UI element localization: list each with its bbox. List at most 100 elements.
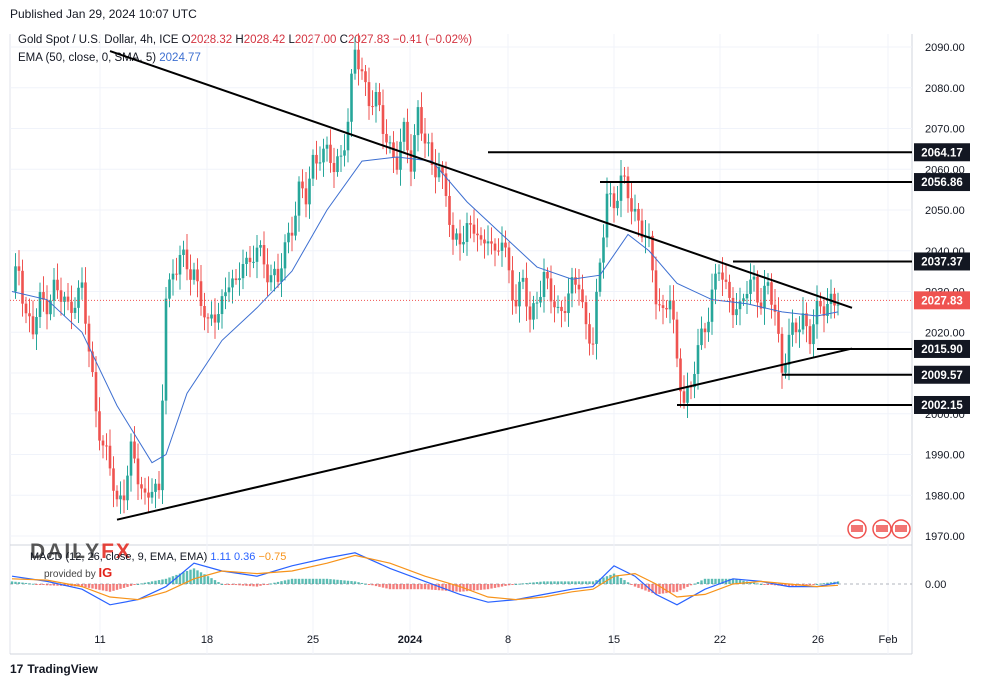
candle-body (560, 306, 563, 312)
candle-body (224, 292, 227, 297)
macd-histogram-bar (479, 584, 483, 590)
level-label: 2056.86 (921, 177, 963, 189)
level-label-bg (914, 252, 970, 271)
candle-body (735, 309, 738, 316)
macd-histogram-bar (759, 584, 763, 585)
candle-body (518, 281, 521, 307)
macd-histogram-bar (143, 582, 147, 584)
macd-histogram-bar (119, 584, 122, 589)
signal-line (11, 554, 839, 601)
macd-histogram-bar (567, 581, 570, 584)
candle-body (42, 292, 45, 300)
candle-body (45, 299, 49, 315)
macd-histogram-bar (395, 584, 399, 590)
low-value: 2027.00 (294, 34, 337, 46)
macd-histogram-bar (588, 581, 591, 584)
candle-body (245, 257, 248, 265)
candle-body (686, 386, 689, 403)
macd-histogram-bar (493, 584, 497, 588)
macd-histogram-bar (539, 581, 542, 584)
candle-body (500, 242, 504, 251)
macd-histogram-bar (224, 584, 227, 585)
candle-body (238, 278, 241, 281)
macd-histogram-bar (329, 579, 332, 584)
macd-histogram-bar (66, 584, 70, 587)
candle-body (434, 164, 437, 178)
macd-histogram-bar (297, 578, 301, 584)
macd-histogram-bar (388, 584, 392, 590)
macd-histogram-bar (770, 584, 773, 585)
candle-body (73, 307, 77, 313)
macd-histogram-bar (420, 584, 423, 590)
macd-histogram-bar (595, 580, 598, 584)
candle-body (822, 306, 826, 316)
candle-body (504, 242, 507, 248)
provided-by: provided by IG (44, 565, 113, 580)
candle-body (413, 135, 416, 172)
macd-histogram-bar (133, 584, 136, 585)
candle-body (371, 106, 374, 108)
candle-body (619, 175, 623, 201)
candle-body (567, 293, 570, 314)
macd-histogram-bar (721, 578, 724, 584)
macd-histogram-bar (248, 584, 252, 587)
macd-histogram-bar (339, 580, 343, 584)
candle-body (616, 200, 619, 209)
level-label-bg (914, 143, 970, 162)
macd-histogram-bar (311, 578, 315, 584)
macd-histogram-bar (581, 581, 584, 584)
candle-body (714, 273, 717, 290)
macd-histogram-bar (703, 578, 707, 584)
candle-body (220, 296, 224, 315)
candle-body (819, 300, 822, 307)
candle-body (451, 224, 455, 240)
macd-histogram-bar (812, 584, 815, 585)
candle-body (728, 281, 731, 298)
macd-histogram-bar (623, 580, 626, 584)
candle-body (185, 249, 189, 270)
candle-body (637, 208, 640, 221)
open-label: O (181, 34, 191, 46)
candle-body (364, 71, 367, 83)
macd-histogram-bar (406, 584, 409, 590)
macd-histogram-bar (409, 584, 413, 590)
macd-histogram-bar (619, 577, 623, 584)
macd-histogram-bar (626, 582, 630, 584)
candle-body (297, 181, 301, 216)
candle-body (217, 314, 220, 323)
candle-body (700, 328, 703, 346)
macd-histogram-bar (560, 581, 563, 584)
candle-body (234, 278, 238, 281)
candle-body (108, 445, 112, 469)
macd-legend[interactable]: MACD (12, 26, close, 9, EMA, EMA) 1.11 0… (30, 551, 286, 563)
candle-body (87, 323, 91, 352)
macd-histogram-bar (122, 584, 126, 588)
candle-body (766, 282, 770, 286)
tradingview-brand[interactable]: 17 TradingView (10, 662, 98, 676)
candle-body (549, 278, 553, 302)
macd-histogram-bar (752, 582, 756, 584)
macd-histogram-bar (294, 578, 297, 584)
candle-body (801, 313, 805, 330)
y-tick-label: 2070.00 (925, 124, 965, 136)
candle-body (101, 440, 105, 446)
macd-histogram-bar (126, 584, 129, 587)
candle-body (59, 290, 63, 302)
macd-value-1: 1.11 (210, 551, 231, 563)
macd-histogram-bar (210, 578, 213, 584)
macd-histogram-bar (511, 584, 514, 585)
symbol-name[interactable]: Gold Spot / U.S. Dollar, 4h, ICE (18, 34, 179, 46)
macd-histogram-bar (472, 584, 476, 591)
macd-histogram-bar (290, 578, 294, 584)
candle-body (721, 272, 724, 280)
macd-histogram-bar (434, 584, 437, 590)
candle-body (353, 49, 357, 74)
macd-histogram-bar (178, 573, 182, 584)
candle-body (749, 279, 752, 294)
macd-histogram-bar (35, 584, 38, 585)
candle-body (423, 133, 427, 144)
flag-stripes (895, 525, 907, 532)
candle-body (94, 372, 98, 412)
candle-body (805, 313, 808, 327)
